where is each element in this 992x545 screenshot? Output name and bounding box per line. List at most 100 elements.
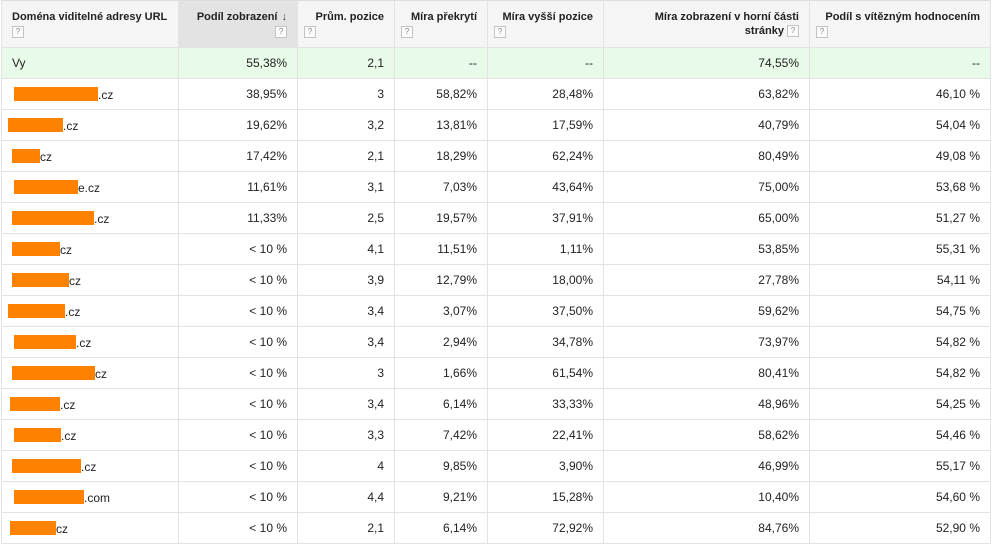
cell-avg-position: 3,4 xyxy=(297,326,395,358)
cell-impression-share: 19,62% xyxy=(178,109,298,141)
redaction-bar xyxy=(12,148,40,163)
column-header-outranking-share[interactable]: Podíl s vítězným hodnocením ? xyxy=(809,0,991,48)
domain-text: .cz xyxy=(60,397,76,412)
cell-top-of-page-rate: 53,85% xyxy=(603,233,810,265)
column-header-position-above-rate[interactable]: Míra vyšší pozice ? xyxy=(487,0,604,48)
domain-text: cz xyxy=(40,149,52,164)
cell-domain: cz xyxy=(1,512,179,544)
column-header-label: Prům. pozice xyxy=(315,11,384,23)
table-row-you: Vy 55,38% 2,1 -- -- 74,55% -- xyxy=(1,47,991,79)
cell-avg-position: 2,1 xyxy=(297,140,395,172)
cell-avg-position: 3,9 xyxy=(297,264,395,296)
cell-domain: Vy xyxy=(1,47,179,79)
table-body: Vy 55,38% 2,1 -- -- 74,55% -- .cz 38,95% 3 58,82% 2… xyxy=(1,47,991,544)
domain-text: .cz xyxy=(63,118,79,133)
cell-overlap-rate: 19,57% xyxy=(394,202,488,234)
cell-top-of-page-rate: 27,78% xyxy=(603,264,810,296)
domain-text: .cz xyxy=(81,459,97,474)
redaction-bar xyxy=(14,86,98,101)
cell-overlap-rate: 6,14% xyxy=(394,512,488,544)
cell-top-of-page-rate: 10,40% xyxy=(603,481,810,513)
domain-text: .cz xyxy=(65,304,81,319)
help-icon[interactable]: ? xyxy=(12,26,24,38)
domain-text: cz xyxy=(69,273,81,288)
redaction-bar xyxy=(14,179,78,194)
redaction-bar xyxy=(14,334,76,349)
redaction-bar xyxy=(12,210,94,225)
cell-impression-share: < 10 % xyxy=(178,481,298,513)
cell-avg-position: 3,3 xyxy=(297,419,395,451)
cell-outranking-share: 55,17 % xyxy=(809,450,991,482)
cell-overlap-rate: 9,85% xyxy=(394,450,488,482)
cell-impression-share: < 10 % xyxy=(178,357,298,389)
cell-avg-position: 3,2 xyxy=(297,109,395,141)
cell-impression-share: < 10 % xyxy=(178,419,298,451)
cell-top-of-page-rate: 74,55% xyxy=(603,47,810,79)
cell-avg-position: 3,4 xyxy=(297,388,395,420)
cell-impression-share: < 10 % xyxy=(178,326,298,358)
cell-overlap-rate: 13,81% xyxy=(394,109,488,141)
cell-overlap-rate: 1,66% xyxy=(394,357,488,389)
cell-avg-position: 3,1 xyxy=(297,171,395,203)
cell-outranking-share: 54,25 % xyxy=(809,388,991,420)
down-arrow-icon: ↓ xyxy=(281,11,288,23)
cell-overlap-rate: 7,03% xyxy=(394,171,488,203)
domain-text: .com xyxy=(84,490,111,505)
column-header-overlap-rate[interactable]: Míra překrytí ? xyxy=(394,0,488,48)
table-row: cz < 10 % 3 1,66% 61,54% 80,41% 54,82 % xyxy=(1,357,991,389)
column-header-label: Doména viditelné adresy URL xyxy=(12,11,168,23)
cell-avg-position: 4 xyxy=(297,450,395,482)
cell-overlap-rate: 3,07% xyxy=(394,295,488,327)
table-row: .cz < 10 % 3,4 2,94% 34,78% 73,97% 54,82 % xyxy=(1,326,991,358)
cell-top-of-page-rate: 59,62% xyxy=(603,295,810,327)
cell-domain: cz xyxy=(1,233,179,265)
cell-outranking-share: 54,46 % xyxy=(809,419,991,451)
cell-outranking-share: 49,08 % xyxy=(809,140,991,172)
help-icon[interactable]: ? xyxy=(401,26,413,38)
table-row: cz < 10 % 4,1 11,51% 1,11% 53,85% 55,31 % xyxy=(1,233,991,265)
cell-position-above-rate: 72,92% xyxy=(487,512,604,544)
cell-domain: .cz xyxy=(1,78,179,110)
help-icon[interactable]: ? xyxy=(787,25,799,38)
table-row: cz < 10 % 2,1 6,14% 72,92% 84,76% 52,90 % xyxy=(1,512,991,544)
redaction-bar xyxy=(12,272,69,287)
help-icon[interactable]: ? xyxy=(816,26,828,38)
redaction-bar xyxy=(12,241,60,256)
cell-overlap-rate: 9,21% xyxy=(394,481,488,513)
cell-top-of-page-rate: 48,96% xyxy=(603,388,810,420)
help-icon[interactable]: ? xyxy=(304,26,316,38)
cell-position-above-rate: 18,00% xyxy=(487,264,604,296)
table-row: cz < 10 % 3,9 12,79% 18,00% 27,78% 54,11 % xyxy=(1,264,991,296)
cell-top-of-page-rate: 80,49% xyxy=(603,140,810,172)
cell-impression-share: < 10 % xyxy=(178,264,298,296)
cell-position-above-rate: 17,59% xyxy=(487,109,604,141)
help-icon[interactable]: ? xyxy=(494,26,506,38)
column-header-label: Podíl s vítězným hodnocením xyxy=(825,11,980,23)
cell-domain: .com xyxy=(1,481,179,513)
header-row: Doména viditelné adresy URL ? Podíl zobr… xyxy=(1,0,991,48)
cell-outranking-share: -- xyxy=(809,47,991,79)
cell-position-above-rate: 33,33% xyxy=(487,388,604,420)
table-row: .cz < 10 % 4 9,85% 3,90% 46,99% 55,17 % xyxy=(1,450,991,482)
column-header-domain[interactable]: Doména viditelné adresy URL ? xyxy=(1,0,179,48)
table-row: .com < 10 % 4,4 9,21% 15,28% 10,40% 54,60 % xyxy=(1,481,991,513)
cell-impression-share: < 10 % xyxy=(178,233,298,265)
cell-domain: .cz xyxy=(1,419,179,451)
table-row: e.cz 11,61% 3,1 7,03% 43,64% 75,00% 53,68 % xyxy=(1,171,991,203)
cell-overlap-rate: -- xyxy=(394,47,488,79)
table-row: .cz < 10 % 3,4 3,07% 37,50% 59,62% 54,75 % xyxy=(1,295,991,327)
cell-outranking-share: 55,31 % xyxy=(809,233,991,265)
column-header-impression-share[interactable]: Podíl zobrazení ↓ ? xyxy=(178,0,298,48)
help-icon[interactable]: ? xyxy=(275,26,287,38)
column-header-top-of-page-rate[interactable]: Míra zobrazení v horní části stránky ? xyxy=(603,0,810,48)
redaction-bar xyxy=(12,365,95,380)
cell-avg-position: 4,4 xyxy=(297,481,395,513)
table-row: .cz 38,95% 3 58,82% 28,48% 63,82% 46,10 % xyxy=(1,78,991,110)
column-header-avg-position[interactable]: Prům. pozice ? xyxy=(297,0,395,48)
cell-impression-share: < 10 % xyxy=(178,512,298,544)
cell-outranking-share: 53,68 % xyxy=(809,171,991,203)
cell-top-of-page-rate: 80,41% xyxy=(603,357,810,389)
cell-domain: .cz xyxy=(1,109,179,141)
domain-text: cz xyxy=(95,366,107,381)
domain-text: cz xyxy=(60,242,72,257)
